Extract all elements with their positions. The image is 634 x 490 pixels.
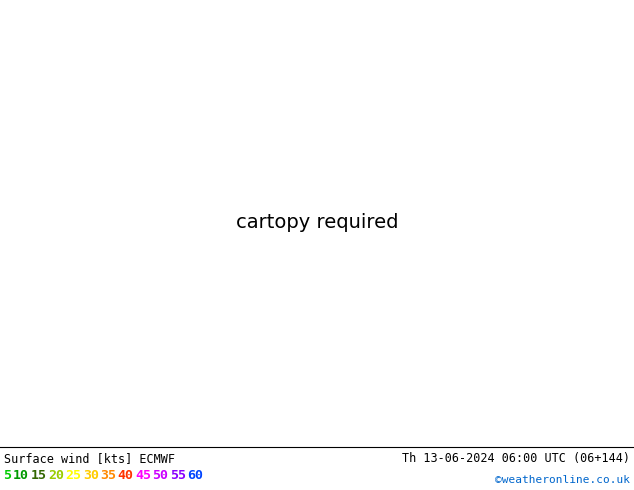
Text: 5: 5 — [3, 469, 11, 483]
Text: 20: 20 — [48, 469, 64, 483]
Text: 55: 55 — [170, 469, 186, 483]
Text: 25: 25 — [65, 469, 81, 483]
Text: 40: 40 — [117, 469, 134, 483]
Text: ©weatheronline.co.uk: ©weatheronline.co.uk — [495, 475, 630, 485]
Text: Th 13-06-2024 06:00 UTC (06+144): Th 13-06-2024 06:00 UTC (06+144) — [402, 452, 630, 465]
Text: 15: 15 — [30, 469, 47, 483]
Text: 60: 60 — [187, 469, 204, 483]
Text: 45: 45 — [135, 469, 151, 483]
Text: 10: 10 — [13, 469, 29, 483]
Text: Surface wind [kts] ECMWF: Surface wind [kts] ECMWF — [4, 452, 175, 465]
Text: 35: 35 — [100, 469, 116, 483]
Text: cartopy required: cartopy required — [236, 214, 398, 232]
Text: 30: 30 — [83, 469, 99, 483]
Text: 50: 50 — [152, 469, 169, 483]
